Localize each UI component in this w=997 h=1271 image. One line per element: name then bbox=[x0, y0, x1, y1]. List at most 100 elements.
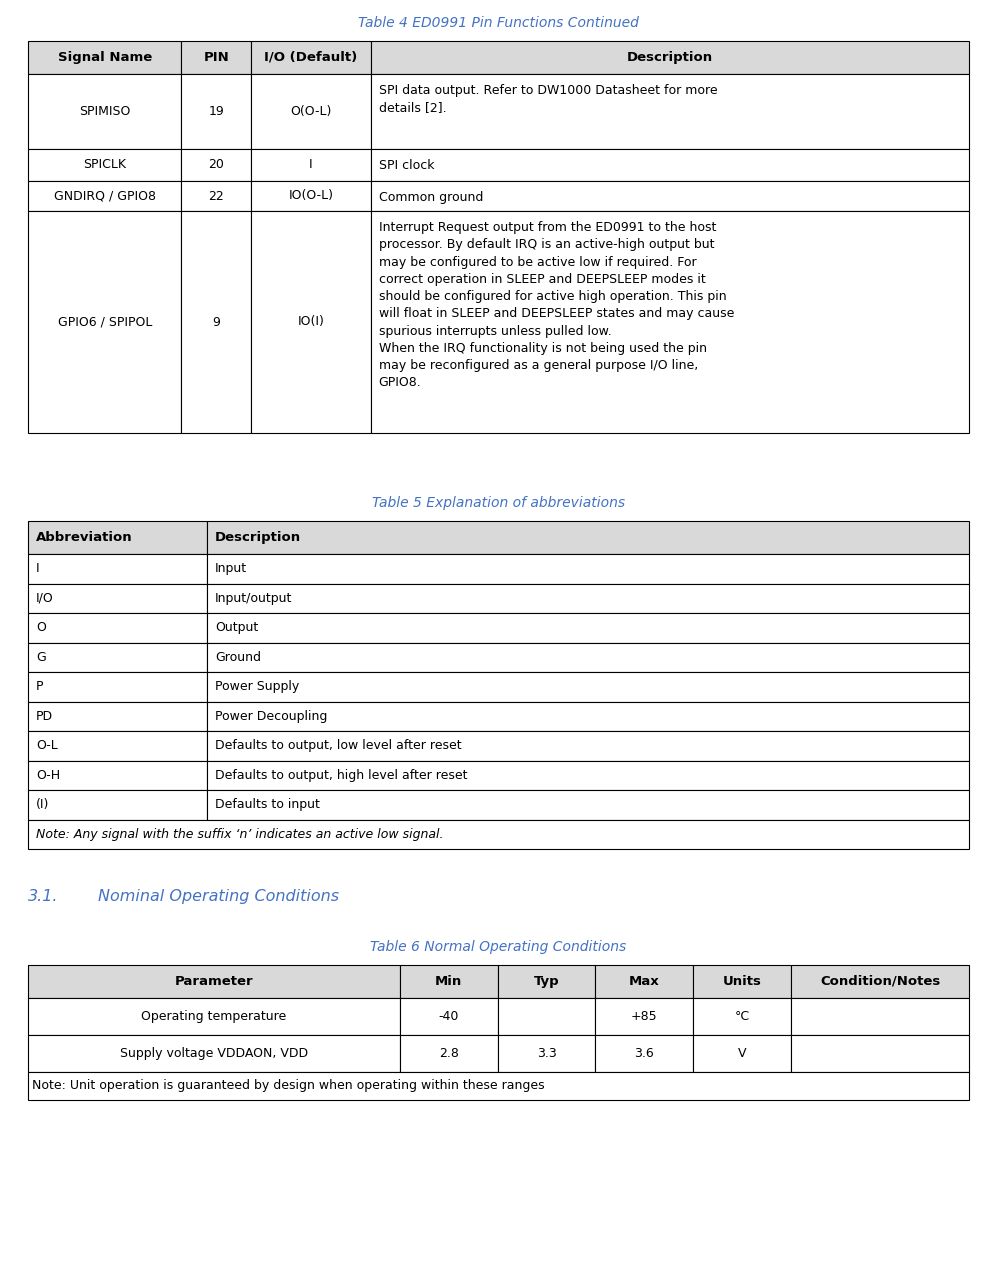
Bar bbox=[251, 180, 371, 211]
Bar bbox=[498, 998, 595, 1035]
Bar bbox=[28, 521, 206, 554]
Bar bbox=[498, 1035, 595, 1071]
Bar bbox=[251, 149, 371, 180]
Text: IO(O-L): IO(O-L) bbox=[288, 189, 333, 202]
Text: correct operation in SLEEP and DEEPSLEEP modes it: correct operation in SLEEP and DEEPSLEEP… bbox=[379, 273, 705, 286]
Text: Power Decoupling: Power Decoupling bbox=[214, 709, 327, 723]
Text: details [2].: details [2]. bbox=[379, 102, 446, 114]
Text: Max: Max bbox=[629, 975, 660, 988]
Text: °C: °C bbox=[735, 1010, 750, 1023]
Bar bbox=[28, 180, 181, 211]
Text: Defaults to output, high level after reset: Defaults to output, high level after res… bbox=[214, 769, 468, 782]
Bar bbox=[28, 998, 400, 1035]
Text: should be configured for active high operation. This pin: should be configured for active high ope… bbox=[379, 290, 726, 302]
Bar bbox=[28, 731, 206, 760]
Text: Operating temperature: Operating temperature bbox=[142, 1010, 286, 1023]
Text: Input: Input bbox=[214, 562, 247, 576]
Text: O(O-L): O(O-L) bbox=[290, 105, 331, 118]
Text: I: I bbox=[309, 159, 313, 172]
Bar bbox=[792, 965, 969, 998]
Bar bbox=[181, 180, 251, 211]
Bar bbox=[792, 998, 969, 1035]
Bar bbox=[181, 211, 251, 433]
Bar bbox=[28, 643, 206, 672]
Text: PD: PD bbox=[36, 709, 53, 723]
Bar bbox=[371, 149, 969, 180]
Bar bbox=[400, 965, 498, 998]
Bar bbox=[595, 965, 693, 998]
Text: may be reconfigured as a general purpose I/O line,: may be reconfigured as a general purpose… bbox=[379, 360, 698, 372]
Text: O-L: O-L bbox=[36, 740, 58, 752]
Text: Output: Output bbox=[214, 622, 258, 634]
Text: will float in SLEEP and DEEPSLEEP states and may cause: will float in SLEEP and DEEPSLEEP states… bbox=[379, 308, 734, 320]
Bar bbox=[28, 74, 181, 149]
Text: (I): (I) bbox=[36, 798, 50, 811]
Text: Condition/Notes: Condition/Notes bbox=[820, 975, 940, 988]
Text: I/O: I/O bbox=[36, 592, 54, 605]
Text: 22: 22 bbox=[208, 189, 224, 202]
Text: Description: Description bbox=[627, 51, 713, 64]
Text: Power Supply: Power Supply bbox=[214, 680, 299, 693]
Bar bbox=[400, 998, 498, 1035]
Bar bbox=[28, 965, 400, 998]
Text: Supply voltage VDDAON, VDD: Supply voltage VDDAON, VDD bbox=[120, 1047, 308, 1060]
Bar bbox=[251, 211, 371, 433]
Bar bbox=[371, 41, 969, 74]
Text: 3.1.: 3.1. bbox=[28, 888, 59, 904]
Bar bbox=[28, 554, 206, 583]
Bar bbox=[206, 521, 969, 554]
Bar bbox=[28, 672, 206, 702]
Bar bbox=[181, 74, 251, 149]
Text: SPIMISO: SPIMISO bbox=[79, 105, 131, 118]
Text: Input/output: Input/output bbox=[214, 592, 292, 605]
Text: spurious interrupts unless pulled low.: spurious interrupts unless pulled low. bbox=[379, 324, 611, 338]
Text: 9: 9 bbox=[212, 315, 220, 328]
Text: 3.6: 3.6 bbox=[634, 1047, 654, 1060]
Text: SPICLK: SPICLK bbox=[83, 159, 127, 172]
Text: Ground: Ground bbox=[214, 651, 261, 663]
Text: Interrupt Request output from the ED0991 to the host: Interrupt Request output from the ED0991… bbox=[379, 221, 716, 234]
Text: 2.8: 2.8 bbox=[439, 1047, 459, 1060]
Text: SPI clock: SPI clock bbox=[379, 159, 434, 172]
Text: P: P bbox=[36, 680, 44, 693]
Text: GPIO8.: GPIO8. bbox=[379, 376, 422, 389]
Bar bbox=[181, 149, 251, 180]
Text: When the IRQ functionality is not being used the pin: When the IRQ functionality is not being … bbox=[379, 342, 707, 355]
Text: Common ground: Common ground bbox=[379, 191, 483, 205]
Text: Typ: Typ bbox=[533, 975, 559, 988]
Bar bbox=[371, 180, 969, 211]
Bar bbox=[206, 760, 969, 791]
Bar bbox=[251, 41, 371, 74]
Bar bbox=[28, 820, 969, 849]
Bar bbox=[693, 998, 792, 1035]
Bar bbox=[251, 74, 371, 149]
Bar bbox=[498, 965, 595, 998]
Text: Note: Unit operation is guaranteed by design when operating within these ranges: Note: Unit operation is guaranteed by de… bbox=[32, 1079, 544, 1093]
Bar bbox=[206, 643, 969, 672]
Text: Description: Description bbox=[214, 531, 301, 544]
Text: may be configured to be active low if required. For: may be configured to be active low if re… bbox=[379, 255, 696, 268]
Bar bbox=[28, 613, 206, 643]
Bar bbox=[693, 1035, 792, 1071]
Text: Defaults to output, low level after reset: Defaults to output, low level after rese… bbox=[214, 740, 462, 752]
Bar bbox=[28, 1035, 400, 1071]
Text: 20: 20 bbox=[208, 159, 224, 172]
Bar bbox=[206, 583, 969, 613]
Bar bbox=[206, 672, 969, 702]
Text: O: O bbox=[36, 622, 46, 634]
Text: GNDIRQ / GPIO8: GNDIRQ / GPIO8 bbox=[54, 189, 156, 202]
Bar bbox=[28, 41, 181, 74]
Text: +85: +85 bbox=[631, 1010, 658, 1023]
Text: I: I bbox=[36, 562, 40, 576]
Text: Min: Min bbox=[435, 975, 463, 988]
Text: 3.3: 3.3 bbox=[536, 1047, 556, 1060]
Text: Parameter: Parameter bbox=[174, 975, 253, 988]
Bar bbox=[28, 702, 206, 731]
Text: GPIO6 / SPIPOL: GPIO6 / SPIPOL bbox=[58, 315, 152, 328]
Text: G: G bbox=[36, 651, 46, 663]
Text: Table 5 Explanation of abbreviations: Table 5 Explanation of abbreviations bbox=[372, 496, 625, 510]
Text: Nominal Operating Conditions: Nominal Operating Conditions bbox=[98, 888, 339, 904]
Bar bbox=[28, 1071, 969, 1099]
Text: Table 6 Normal Operating Conditions: Table 6 Normal Operating Conditions bbox=[370, 941, 627, 955]
Text: processor. By default IRQ is an active-high output but: processor. By default IRQ is an active-h… bbox=[379, 239, 714, 252]
